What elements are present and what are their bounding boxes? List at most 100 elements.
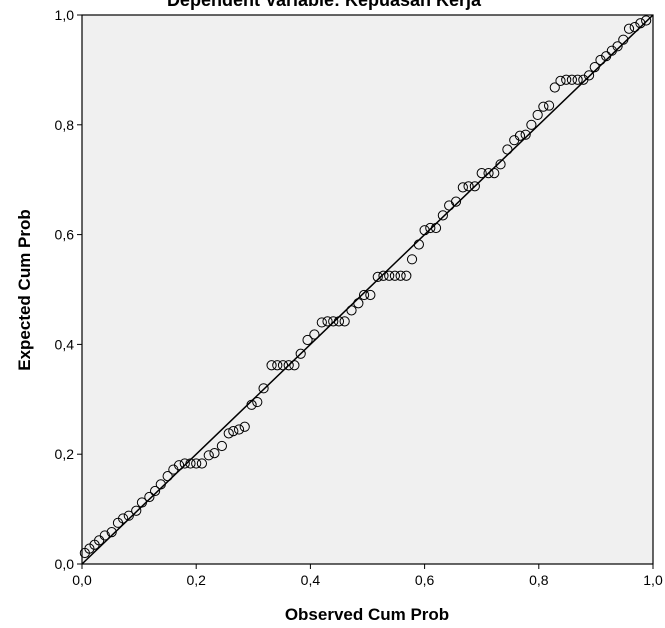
data-point	[489, 168, 500, 179]
data-point	[328, 316, 339, 327]
data-point	[316, 317, 327, 328]
data-point	[99, 530, 110, 541]
data-point	[155, 479, 166, 490]
data-point	[401, 270, 412, 281]
data-point	[309, 329, 320, 340]
x-axis-title: Observed Cum Prob	[285, 605, 449, 624]
data-point	[526, 119, 537, 130]
data-point	[469, 181, 480, 192]
data-point	[623, 23, 635, 34]
data-point	[209, 448, 220, 459]
data-point	[483, 168, 494, 179]
y-axis-ticks: 0,0 0,2 0,4 0,6 0,8 1,0	[55, 7, 82, 572]
data-point	[384, 270, 395, 281]
data-point	[419, 225, 430, 236]
data-point	[532, 109, 543, 121]
y-axis-title: Expected Cum Prob	[15, 209, 34, 371]
x-axis-ticks: 0,0 0,2 0,4 0,6 0,8 1,0	[72, 564, 663, 588]
data-point	[258, 383, 269, 394]
data-point	[549, 82, 560, 93]
data-point	[495, 159, 506, 170]
data-point	[123, 510, 134, 521]
data-point	[179, 458, 190, 469]
data-point	[162, 471, 173, 482]
y-tick-label: 0,8	[55, 117, 75, 133]
data-point	[322, 316, 333, 327]
data-point	[302, 334, 313, 346]
data-point	[601, 51, 612, 62]
data-point	[555, 75, 566, 86]
data-point	[629, 21, 640, 33]
data-point	[233, 424, 245, 435]
data-point	[425, 222, 436, 234]
data-point	[543, 100, 555, 111]
data-point	[463, 181, 474, 192]
data-point	[583, 70, 595, 81]
data-point	[239, 421, 250, 432]
data-point	[203, 450, 214, 461]
y-tick-label: 0,6	[55, 227, 75, 243]
data-point	[339, 316, 350, 327]
x-tick-label: 0,4	[301, 572, 321, 588]
data-point	[358, 289, 370, 301]
data-point	[223, 428, 234, 439]
data-point	[144, 491, 155, 503]
data-point	[365, 289, 376, 301]
data-point	[566, 74, 578, 85]
data-point	[295, 348, 306, 359]
data-point	[191, 458, 202, 469]
data-point	[246, 399, 257, 410]
data-point	[353, 298, 364, 309]
data-point	[216, 440, 227, 452]
data-point	[266, 360, 277, 371]
data-point	[430, 222, 442, 234]
data-point	[406, 254, 418, 265]
data-point	[389, 270, 401, 281]
data-point	[413, 239, 424, 250]
data-point	[612, 41, 623, 52]
data-point	[283, 360, 294, 371]
data-point	[277, 360, 289, 371]
data-point	[84, 543, 95, 554]
y-tick-label: 1,0	[55, 7, 75, 23]
data-point	[131, 505, 142, 516]
data-point	[572, 74, 583, 85]
data-point	[476, 168, 487, 179]
x-tick-label: 0,2	[186, 572, 206, 588]
data-point	[196, 458, 208, 469]
data-point	[346, 305, 357, 316]
data-point	[185, 458, 196, 469]
data-point	[538, 101, 549, 112]
data-point	[106, 527, 117, 538]
data-point	[618, 34, 629, 45]
data-point	[437, 210, 448, 221]
data-point	[561, 74, 572, 85]
data-point	[589, 62, 600, 73]
data-point	[520, 129, 531, 140]
data-point	[395, 270, 406, 281]
data-point	[635, 18, 646, 29]
data-point	[136, 497, 148, 508]
data-point	[502, 144, 513, 155]
data-point	[595, 54, 606, 66]
data-point	[641, 15, 652, 26]
x-tick-label: 0,0	[72, 572, 92, 588]
data-point	[173, 460, 185, 471]
data-point	[333, 316, 345, 327]
y-tick-label: 0,2	[55, 446, 75, 462]
data-points	[79, 15, 652, 559]
y-tick-label: 0,4	[55, 336, 75, 352]
data-point	[450, 196, 462, 207]
data-point	[228, 426, 239, 437]
data-point	[252, 396, 263, 408]
x-tick-label: 0,8	[529, 572, 549, 588]
data-point	[289, 360, 300, 371]
data-point	[457, 182, 468, 193]
data-point	[378, 270, 389, 281]
data-point	[272, 360, 283, 371]
y-tick-label: 0,0	[55, 556, 75, 572]
chart-title: Dependent Variable: Kepuasan Kerja	[167, 0, 482, 10]
x-tick-label: 1,0	[643, 572, 663, 588]
data-point	[149, 485, 161, 497]
